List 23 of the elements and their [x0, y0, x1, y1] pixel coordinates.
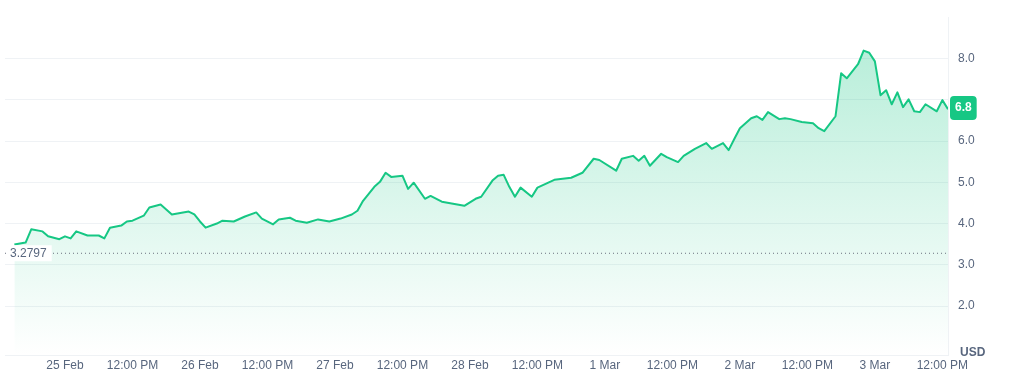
- x-tick-label: 27 Feb: [316, 358, 354, 373]
- x-tick-label: 3 Mar: [859, 358, 891, 373]
- x-tick-label: 12:00 PM: [511, 358, 564, 373]
- x-tick-label: 12:00 PM: [916, 358, 969, 373]
- y-tick-label: 5.0: [958, 174, 976, 189]
- x-tick-label: 26 Feb: [181, 358, 219, 373]
- x-tick-label: 12:00 PM: [241, 358, 294, 373]
- x-tick-label: 25 Feb: [46, 358, 84, 373]
- x-tick-label: 12:00 PM: [781, 358, 834, 373]
- ref-line-label: 3.2797: [10, 245, 48, 260]
- y-tick-label: 2.0: [958, 298, 976, 313]
- x-tick-label: 1 Mar: [589, 358, 621, 373]
- y-tick-label: 4.0: [958, 215, 976, 230]
- x-tick-label: 12:00 PM: [376, 358, 429, 373]
- x-tick-label: 28 Feb: [451, 358, 489, 373]
- annotation: 6.8: [955, 100, 972, 115]
- x-tick-label: 12:00 PM: [106, 358, 159, 373]
- x-tick-label: 12:00 PM: [646, 358, 699, 373]
- y-axis-title: USD: [960, 344, 986, 359]
- y-tick-label: 8.0: [958, 50, 976, 65]
- y-tick-label: 3.0: [958, 257, 976, 272]
- y-tick-label: 6.0: [958, 133, 976, 148]
- x-tick-label: 2 Mar: [724, 358, 756, 373]
